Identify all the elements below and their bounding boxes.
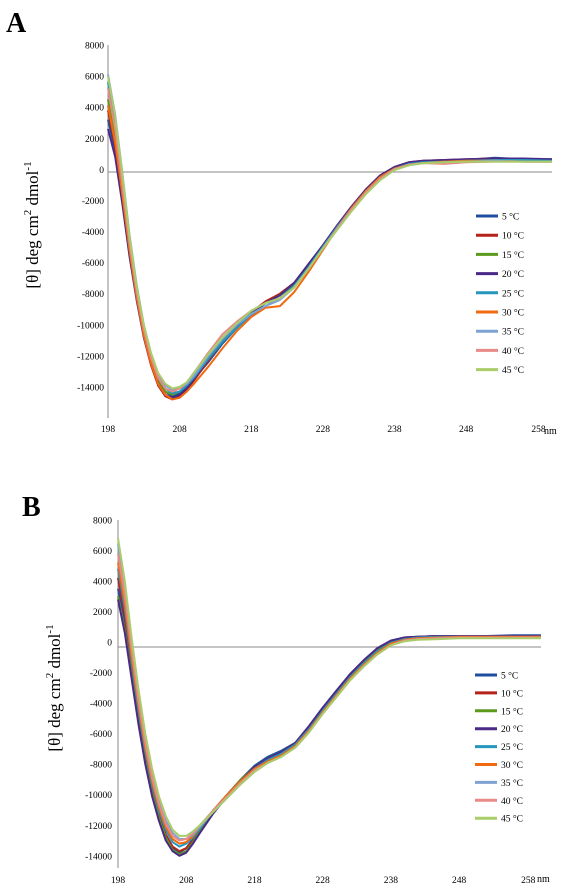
legend-label: 40 °C [502,346,524,357]
legend-label: 40 °C [501,796,523,807]
y-tick-label: 4000 [85,104,104,114]
legend-label: 20 °C [501,724,523,735]
x-unit-label-b: nm [537,874,550,885]
x-tick-label: 198 [111,876,126,886]
x-tick-label: 248 [459,425,474,435]
x-tick-label: 258 [521,876,536,886]
legend-label: 15 °C [502,250,524,261]
y-tick-label: -12000 [85,822,112,832]
series-group-b [117,538,541,857]
series-line-25c [117,568,541,848]
series-line-30c [107,105,552,401]
panel-label-a: A [6,8,27,39]
legend-label: 45 °C [501,814,523,825]
y-tick-label: 0 [99,166,104,176]
x-tick-label: 218 [244,425,259,435]
y-axis-label-a-mid: dmol [23,170,42,209]
plot-area-a: 8000 6000 4000 2000 0 -2000 -4000 -6000 -8000 -10… [77,42,557,438]
series-line-5c [117,588,541,854]
series-line-40c [117,553,541,842]
y-tick-label: -14000 [77,383,104,393]
series-line-10c [117,577,541,853]
y-tick-label: -10000 [85,791,112,801]
series-line-20c [107,128,553,399]
y-tick-label: -6000 [90,730,112,740]
y-tick-label: 2000 [85,135,104,145]
panel-a: A [θ] deg cm2 dmol-1 8000 6000 4000 2000 0 -2… [6,8,557,437]
x-tick-label: 238 [384,876,399,886]
y-axis-label-a: [θ] deg cm2 dmol-1 [22,161,42,288]
legend-label: 15 °C [501,706,523,717]
y-tick-label: -14000 [85,852,112,862]
y-tick-label: -2000 [90,669,112,679]
y-ticks-b: 8000 6000 4000 2000 0 -2000 -4000 -6000 -8000 -10… [85,517,112,863]
plot-area-b: 8000 6000 4000 2000 0 -2000 -4000 -6000 -8000 -10… [85,517,550,887]
x-tick-label: 198 [101,425,116,435]
y-tick-label: 4000 [93,578,112,588]
y-tick-label: 6000 [93,547,112,557]
series-line-45c [117,538,541,837]
legend-label: 10 °C [501,688,523,699]
legend-label: 30 °C [502,308,524,319]
y-ticks-a: 8000 6000 4000 2000 0 -2000 -4000 -6000 -8000 -10… [77,42,104,394]
y-tick-label: -8000 [82,290,104,300]
y-tick-label: 0 [107,639,112,649]
y-tick-label: -6000 [82,259,104,269]
x-ticks-b: 198 208 218 228 238 248 258 [111,876,536,886]
x-tick-label: 218 [247,876,262,886]
legend-b: 5 °C 10 °C 15 °C 20 °C 25 °C 30 °C 35 °C 40 °C 4… [475,671,523,825]
x-tick-label: 238 [387,425,402,435]
legend-label: 30 °C [501,760,523,771]
y-axis-label-a-sup2: -1 [22,161,34,170]
legend-label: 45 °C [502,365,524,376]
x-tick-label: 228 [316,876,331,886]
legend-label: 5 °C [502,212,519,223]
legend-a: 5 °C 10 °C 15 °C 20 °C 25 °C 30 °C 35 °C 40 °C 4… [476,212,524,376]
x-tick-label: 228 [316,425,331,435]
series-group-a [107,74,553,401]
x-ticks-a: 198 208 218 228 238 248 258 [101,425,546,435]
y-axis-label-b-sup1: 2 [44,673,56,679]
legend-label: 20 °C [502,269,524,280]
y-tick-label: 8000 [93,517,112,527]
y-axis-label-b-mid: dmol [45,633,64,672]
x-tick-label: 208 [172,425,187,435]
y-tick-label: 6000 [85,73,104,83]
y-tick-label: 2000 [93,608,112,618]
y-tick-label: -10000 [77,321,104,331]
legend-label: 25 °C [501,742,523,753]
y-axis-label-a-main: [θ] deg cm [23,215,42,288]
legend-label: 5 °C [501,671,518,682]
series-line-35c [107,74,552,391]
y-axis-label-b-sup2: -1 [44,624,56,633]
y-tick-label: -12000 [77,352,104,362]
x-tick-label: 258 [531,425,546,435]
x-tick-label: 248 [452,876,467,886]
legend-label: 10 °C [502,231,524,242]
x-unit-label-a: nm [544,426,557,437]
y-tick-label: -4000 [82,228,104,238]
y-tick-label: 8000 [85,42,104,52]
y-axis-label-b-main: [θ] deg cm [45,678,64,751]
series-line-20c [117,599,541,857]
y-axis-label-b: [θ] deg cm2 dmol-1 [44,624,64,751]
legend-label: 25 °C [502,288,524,299]
y-tick-label: -4000 [90,700,112,710]
panel-label-b: B [22,492,41,523]
y-tick-label: -8000 [90,761,112,771]
y-tick-label: -2000 [82,197,104,207]
x-tick-label: 208 [179,876,194,886]
legend-label: 35 °C [502,327,524,338]
legend-label: 35 °C [501,778,523,789]
panel-b: B [θ] deg cm2 dmol-1 8000 6000 4000 2000 0 -2… [22,492,550,886]
series-line-45c [107,75,552,390]
y-axis-label-a-sup1: 2 [22,210,34,216]
